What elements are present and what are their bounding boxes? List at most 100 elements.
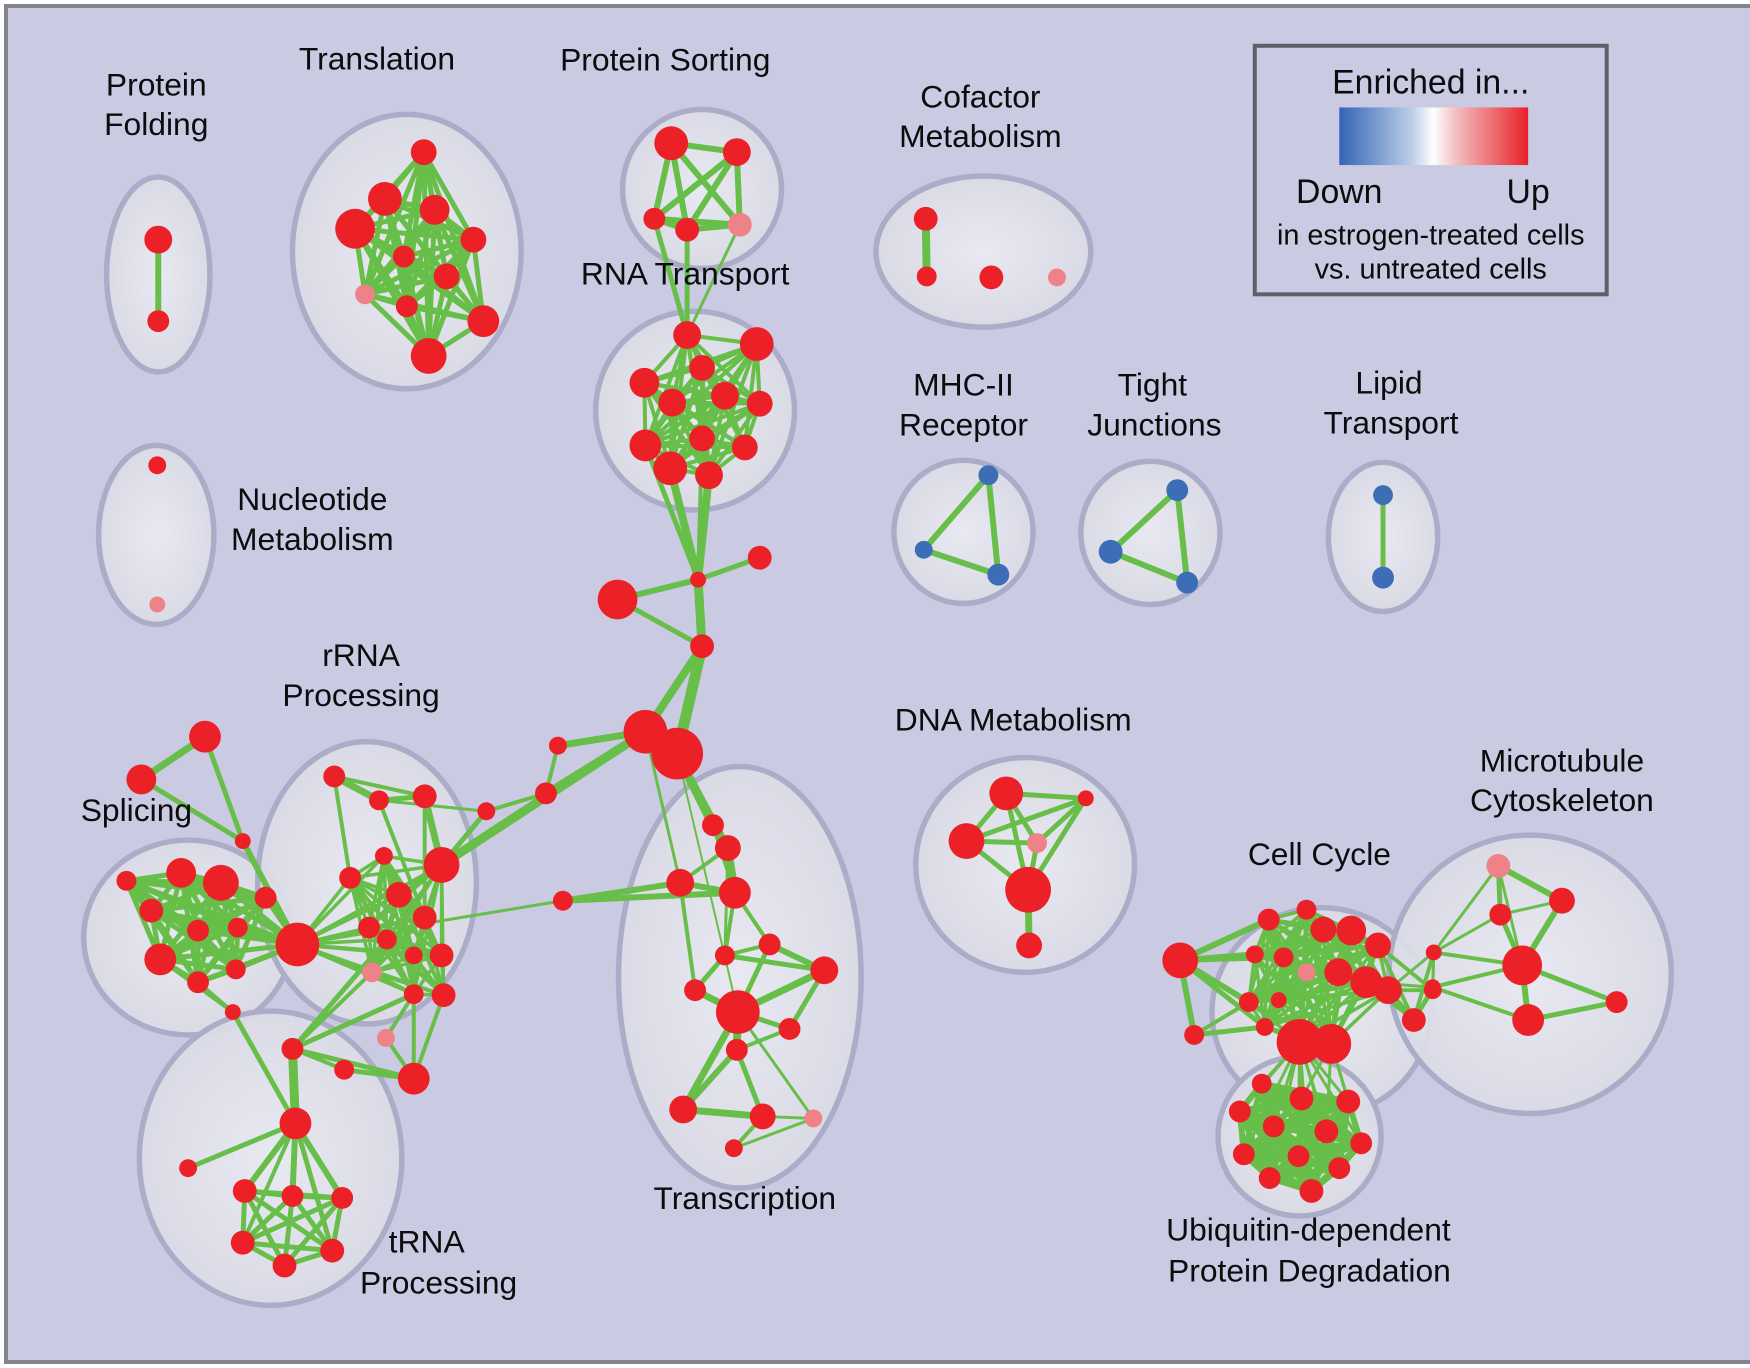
gene-set-node-r4 bbox=[374, 847, 393, 865]
edge-r1-r6 bbox=[332, 774, 353, 880]
gene-set-node-rt8 bbox=[629, 429, 662, 462]
gene-set-node-tx8 bbox=[684, 979, 707, 1002]
gene-set-node-s2 bbox=[203, 864, 239, 901]
gene-set-node-mb2 bbox=[1424, 979, 1441, 996]
edge-s7-s9 bbox=[195, 895, 269, 985]
gene-set-node-u11 bbox=[1258, 1167, 1281, 1190]
gene-set-node-tx11 bbox=[725, 1038, 748, 1061]
gene-set-node-r10 bbox=[376, 929, 397, 950]
gene-set-node-rt11 bbox=[653, 451, 688, 486]
cluster-label-dna-metabolism-line0: DNA Metabolism bbox=[895, 702, 1132, 738]
gene-set-node-t2 bbox=[368, 181, 402, 216]
gene-set-node-mt6 bbox=[1605, 991, 1628, 1014]
edge-c15-u11 bbox=[1268, 1040, 1302, 1180]
gene-set-node-r12 bbox=[362, 962, 382, 983]
edge-r12-r15 bbox=[370, 970, 446, 997]
gene-set-node-c17 bbox=[1401, 1008, 1426, 1032]
edge-m2-m3 bbox=[920, 546, 1002, 578]
gene-set-node-RB bbox=[747, 545, 772, 570]
edge-m1-m2 bbox=[920, 472, 992, 553]
cluster-ellipse-tight-junctions bbox=[1078, 458, 1223, 608]
legend-gradient-bar bbox=[1339, 107, 1529, 166]
cluster-label-microtubule-cytoskeleton-line0: Microtubule bbox=[1480, 742, 1644, 778]
gene-set-node-t4 bbox=[335, 208, 375, 249]
gene-set-node-D2 bbox=[651, 727, 704, 780]
gene-set-node-u1 bbox=[1251, 1073, 1272, 1094]
edge-r12-r13 bbox=[370, 953, 444, 975]
edge-t7-t8 bbox=[362, 273, 450, 297]
gene-set-node-r6 bbox=[339, 866, 362, 889]
gene-set-node-mb1 bbox=[1425, 944, 1442, 961]
cluster-label-cofactor-metabolism-line1: Metabolism bbox=[899, 118, 1062, 154]
edge-u10-u11 bbox=[1266, 1165, 1343, 1182]
edge-tm-r18 bbox=[289, 1046, 417, 1082]
gene-set-node-r7 bbox=[385, 881, 412, 908]
gene-set-node-r5 bbox=[423, 847, 460, 883]
gene-set-node-ps1 bbox=[654, 126, 689, 161]
legend-down-label: Down bbox=[1296, 173, 1382, 211]
edge-L3-r2 bbox=[377, 798, 488, 813]
cluster-label-microtubule-cytoskeleton-line1: Cytoskeleton bbox=[1470, 782, 1654, 818]
cluster-label-trna-processing-line0: tRNA bbox=[389, 1224, 466, 1260]
gene-set-node-J2 bbox=[690, 634, 714, 659]
gene-set-node-n1 bbox=[148, 456, 167, 475]
edge-c2-c6 bbox=[1253, 907, 1309, 957]
gene-set-node-ts bbox=[179, 1159, 198, 1178]
edge-ps5-rt1 bbox=[685, 223, 742, 337]
edge-rt7-rt8 bbox=[643, 401, 762, 448]
cluster-label-rna-transport-line0: RNA Transport bbox=[581, 255, 790, 291]
gene-set-node-J1 bbox=[690, 571, 707, 588]
edge-tb1-tb5 bbox=[242, 1188, 288, 1269]
gene-set-node-tb3 bbox=[331, 1187, 354, 1209]
gene-set-node-mt4 bbox=[1502, 945, 1543, 986]
edge-s8-s9 bbox=[233, 895, 269, 972]
gene-set-node-pf2 bbox=[147, 310, 170, 333]
gene-set-node-cf3 bbox=[979, 265, 1004, 290]
gene-set-node-tb6 bbox=[320, 1238, 345, 1263]
gene-set-node-mt2 bbox=[1549, 887, 1575, 914]
gene-set-node-d2 bbox=[1077, 790, 1094, 807]
edge-tm-r14 bbox=[289, 991, 417, 1052]
gene-set-node-d5 bbox=[1005, 866, 1051, 913]
cluster-label-nucleotide-metabolism-line0: Nucleotide bbox=[237, 481, 387, 517]
gene-set-node-T bbox=[279, 1107, 312, 1140]
edge-ps2-ps3 bbox=[651, 149, 740, 222]
gene-set-node-H bbox=[275, 922, 320, 967]
cluster-label-lipid-transport-line0: Lipid bbox=[1355, 365, 1422, 401]
edge-tx4-tx5 bbox=[559, 889, 738, 904]
edge-s7-s10 bbox=[123, 878, 201, 985]
legend-subtitle-1: in estrogen-treated cells bbox=[1277, 220, 1585, 252]
network-canvas: Protein Folding Translation Protein Sorting… bbox=[81, 41, 1675, 1309]
gene-set-node-rt2 bbox=[739, 327, 774, 361]
gene-set-node-cf4 bbox=[1048, 268, 1066, 287]
gene-set-node-tx15 bbox=[804, 1109, 823, 1128]
gene-set-node-tx1 bbox=[702, 814, 724, 837]
cluster-label-cell-cycle-line0: Cell Cycle bbox=[1248, 836, 1391, 872]
cluster-label-trna-processing-line1: Processing bbox=[360, 1264, 517, 1300]
gene-set-node-tm bbox=[281, 1037, 304, 1060]
gene-set-node-rt9 bbox=[689, 425, 715, 452]
edge-r2-r8 bbox=[376, 798, 427, 920]
cluster-label-lipid-transport-line1: Transport bbox=[1324, 404, 1459, 440]
edge-d2-d4 bbox=[1034, 795, 1089, 846]
edge-T-tb4 bbox=[240, 1121, 298, 1245]
edge-s11-T bbox=[230, 1009, 298, 1126]
gene-set-node-pf1 bbox=[144, 225, 173, 254]
gene-set-node-mt5 bbox=[1512, 1004, 1545, 1036]
gene-set-node-ps2 bbox=[722, 138, 751, 167]
edge-r1-r3 bbox=[332, 774, 427, 799]
gene-set-node-tx10 bbox=[715, 990, 760, 1034]
gene-set-node-mt1 bbox=[1486, 853, 1511, 878]
gene-set-node-c8 bbox=[1297, 963, 1316, 982]
gene-set-node-d1 bbox=[989, 776, 1024, 811]
gene-set-node-tx3 bbox=[666, 868, 695, 897]
gene-set-node-tj1 bbox=[1166, 479, 1189, 502]
gene-set-node-r14 bbox=[403, 984, 424, 1005]
edge-mb1-mt3 bbox=[1432, 913, 1502, 954]
edge-D1-tx3 bbox=[643, 730, 682, 885]
gene-set-node-d6 bbox=[1016, 932, 1043, 959]
gene-set-node-c2 bbox=[1296, 899, 1317, 920]
edge-ps3-rt1 bbox=[651, 216, 690, 338]
gene-set-node-r13 bbox=[429, 943, 454, 968]
edge-r5-r12 bbox=[370, 863, 444, 975]
